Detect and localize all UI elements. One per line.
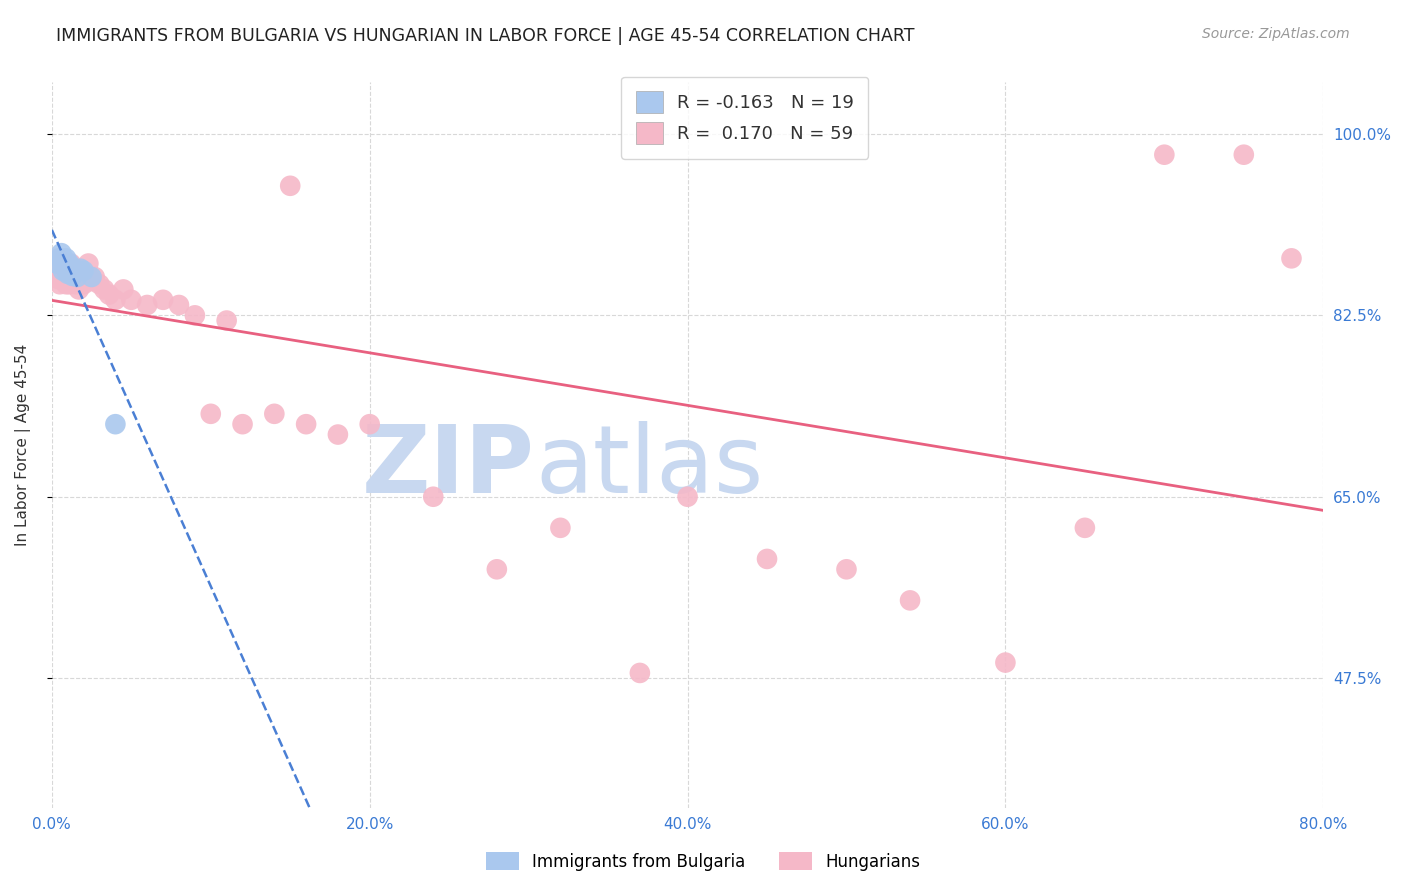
Point [53, 253, 76, 268]
Point [1281, 252, 1303, 266]
Point [835, 562, 858, 576]
Point [63, 261, 86, 276]
Point [215, 313, 238, 327]
Point [66, 270, 89, 285]
Point [49, 252, 72, 266]
Legend: Immigrants from Bulgaria, Hungarians: Immigrants from Bulgaria, Hungarians [477, 844, 929, 880]
Point [66, 270, 89, 285]
Point [152, 293, 174, 307]
Point [76, 270, 98, 285]
Point [104, 293, 127, 307]
Point [53, 272, 76, 286]
Point [326, 427, 349, 442]
Point [200, 407, 222, 421]
Point [70, 267, 93, 281]
Point [46, 272, 69, 286]
Point [136, 298, 159, 312]
Point [52, 260, 75, 274]
Point [120, 293, 142, 307]
Point [994, 656, 1017, 670]
Point [263, 407, 285, 421]
Point [98, 287, 121, 301]
Point [83, 270, 105, 285]
Point [69, 274, 91, 288]
Point [77, 256, 100, 270]
Point [422, 490, 444, 504]
Point [53, 261, 76, 276]
Point [46, 252, 69, 266]
Point [49, 277, 72, 292]
Point [898, 593, 921, 607]
Legend: R = -0.163   N = 19, R =  0.170   N = 59: R = -0.163 N = 19, R = 0.170 N = 59 [621, 77, 869, 159]
Point [104, 417, 127, 432]
Point [58, 256, 80, 270]
Point [56, 261, 79, 276]
Point [52, 264, 75, 278]
Point [80, 270, 103, 285]
Point [62, 272, 84, 286]
Point [51, 267, 73, 281]
Point [72, 277, 94, 292]
Point [59, 264, 82, 278]
Y-axis label: In Labor Force | Age 45-54: In Labor Force | Age 45-54 [15, 343, 31, 546]
Point [59, 256, 82, 270]
Point [232, 417, 254, 432]
Point [93, 282, 115, 296]
Point [550, 521, 572, 535]
Point [56, 270, 79, 285]
Point [89, 277, 111, 292]
Point [1153, 147, 1175, 161]
Point [67, 282, 90, 296]
Point [51, 246, 73, 260]
Point [278, 178, 301, 193]
Point [52, 270, 75, 285]
Point [51, 256, 73, 270]
Point [45, 261, 67, 276]
Point [184, 309, 207, 323]
Point [1233, 147, 1256, 161]
Text: ZIP: ZIP [363, 421, 534, 513]
Text: Source: ZipAtlas.com: Source: ZipAtlas.com [1202, 27, 1350, 41]
Point [55, 277, 77, 292]
Point [485, 562, 508, 576]
Point [65, 277, 87, 292]
Point [167, 298, 190, 312]
Point [72, 264, 94, 278]
Point [676, 490, 699, 504]
Point [112, 282, 135, 296]
Point [56, 260, 79, 274]
Point [63, 264, 86, 278]
Point [628, 665, 651, 680]
Point [62, 268, 84, 283]
Text: atlas: atlas [534, 421, 763, 513]
Point [56, 267, 79, 281]
Point [45, 256, 67, 270]
Point [295, 417, 318, 432]
Point [59, 267, 82, 281]
Point [55, 261, 77, 276]
Point [52, 256, 75, 270]
Text: IMMIGRANTS FROM BULGARIA VS HUNGARIAN IN LABOR FORCE | AGE 45-54 CORRELATION CHA: IMMIGRANTS FROM BULGARIA VS HUNGARIAN IN… [56, 27, 915, 45]
Point [55, 252, 77, 266]
Point [58, 277, 80, 292]
Point [359, 417, 381, 432]
Point [80, 274, 103, 288]
Point [1074, 521, 1097, 535]
Point [69, 261, 91, 276]
Point [756, 552, 779, 566]
